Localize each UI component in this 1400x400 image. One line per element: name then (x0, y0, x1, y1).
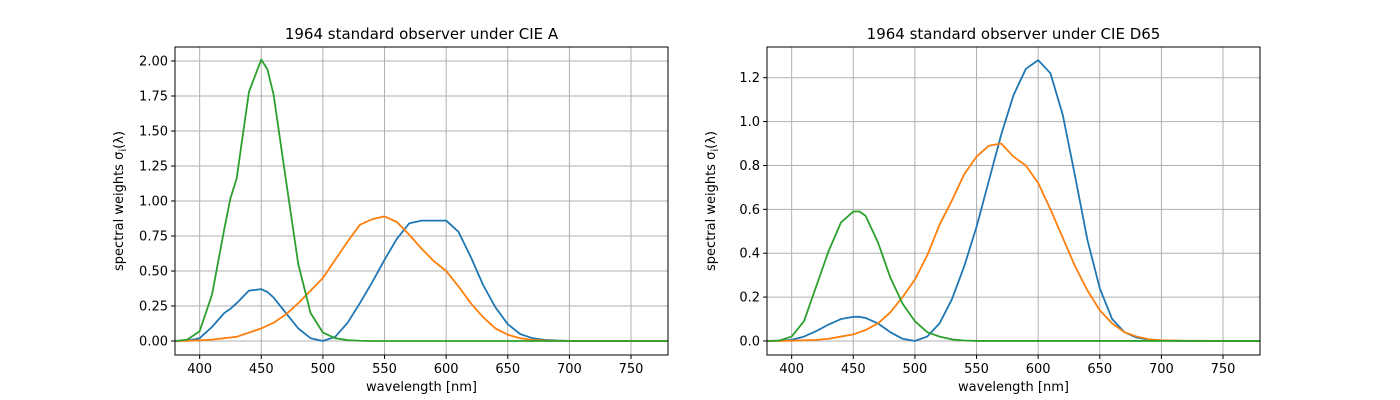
x-tick-label: 600 (1026, 362, 1051, 377)
series-line-3 (767, 210, 1260, 342)
series-line-1 (767, 59, 1260, 342)
series-line-2 (175, 215, 668, 342)
x-axis-label: wavelength [nm] (366, 380, 477, 395)
x-tick-label: 500 (310, 362, 335, 377)
x-tick-label: 500 (902, 362, 927, 377)
x-tick-label: 600 (434, 362, 459, 377)
y-tick-label: 1.2 (739, 71, 760, 86)
x-axis-label: wavelength [nm] (958, 380, 1069, 395)
y-tick-label: 0.25 (139, 300, 168, 315)
y-axis-label: spectral weights σi(λ) (704, 131, 721, 271)
y-tick-label: 2.00 (139, 55, 168, 70)
x-tick-label: 550 (964, 362, 989, 377)
y-tick-label: 0.00 (139, 335, 168, 350)
chart-panel-1: 400 450 500 550 600 650 700 750 0.00 0.25 0.50 0.75… (112, 25, 669, 395)
y-tick-label: 1.75 (139, 90, 168, 105)
y-tick-label: 0.50 (139, 265, 168, 280)
plot-area-frame (766, 46, 1261, 356)
x-tick-label: 750 (619, 362, 644, 377)
y-tick-label: 1.50 (139, 125, 168, 140)
y-tick-label: 0.75 (139, 230, 168, 245)
y-axis-label: spectral weights σi(λ) (112, 131, 129, 271)
chart-panel-2: 400 450 500 550 600 650 700 750 0.0 0.2 0.4 0.6 0.8 1… (704, 25, 1261, 395)
series-line-3 (175, 58, 668, 342)
chart-title: 1964 standard observer under CIE A (285, 25, 559, 43)
x-tick-label: 650 (495, 362, 520, 377)
y-tick-label: 1.00 (139, 195, 168, 210)
x-tick-label: 700 (557, 362, 582, 377)
x-tick-label: 700 (1149, 362, 1174, 377)
x-tick-label: 650 (1087, 362, 1112, 377)
x-tick-label: 450 (841, 362, 866, 377)
chart-title: 1964 standard observer under CIE D65 (867, 25, 1161, 43)
y-tick-label: 1.0 (739, 115, 760, 130)
x-tick-label: 400 (779, 362, 804, 377)
y-tick-label: 0.0 (739, 334, 760, 349)
x-tick-label: 750 (1211, 362, 1236, 377)
y-tick-label: 1.25 (139, 160, 168, 175)
y-tick-label: 0.2 (739, 291, 760, 306)
y-tick-label: 0.8 (739, 159, 760, 174)
series-line-1 (175, 219, 668, 342)
x-tick-label: 550 (372, 362, 397, 377)
y-tick-label: 0.4 (739, 247, 760, 262)
y-tick-label: 0.6 (739, 203, 760, 218)
x-tick-label: 450 (249, 362, 274, 377)
x-tick-label: 400 (187, 362, 212, 377)
series-line-2 (767, 142, 1260, 342)
